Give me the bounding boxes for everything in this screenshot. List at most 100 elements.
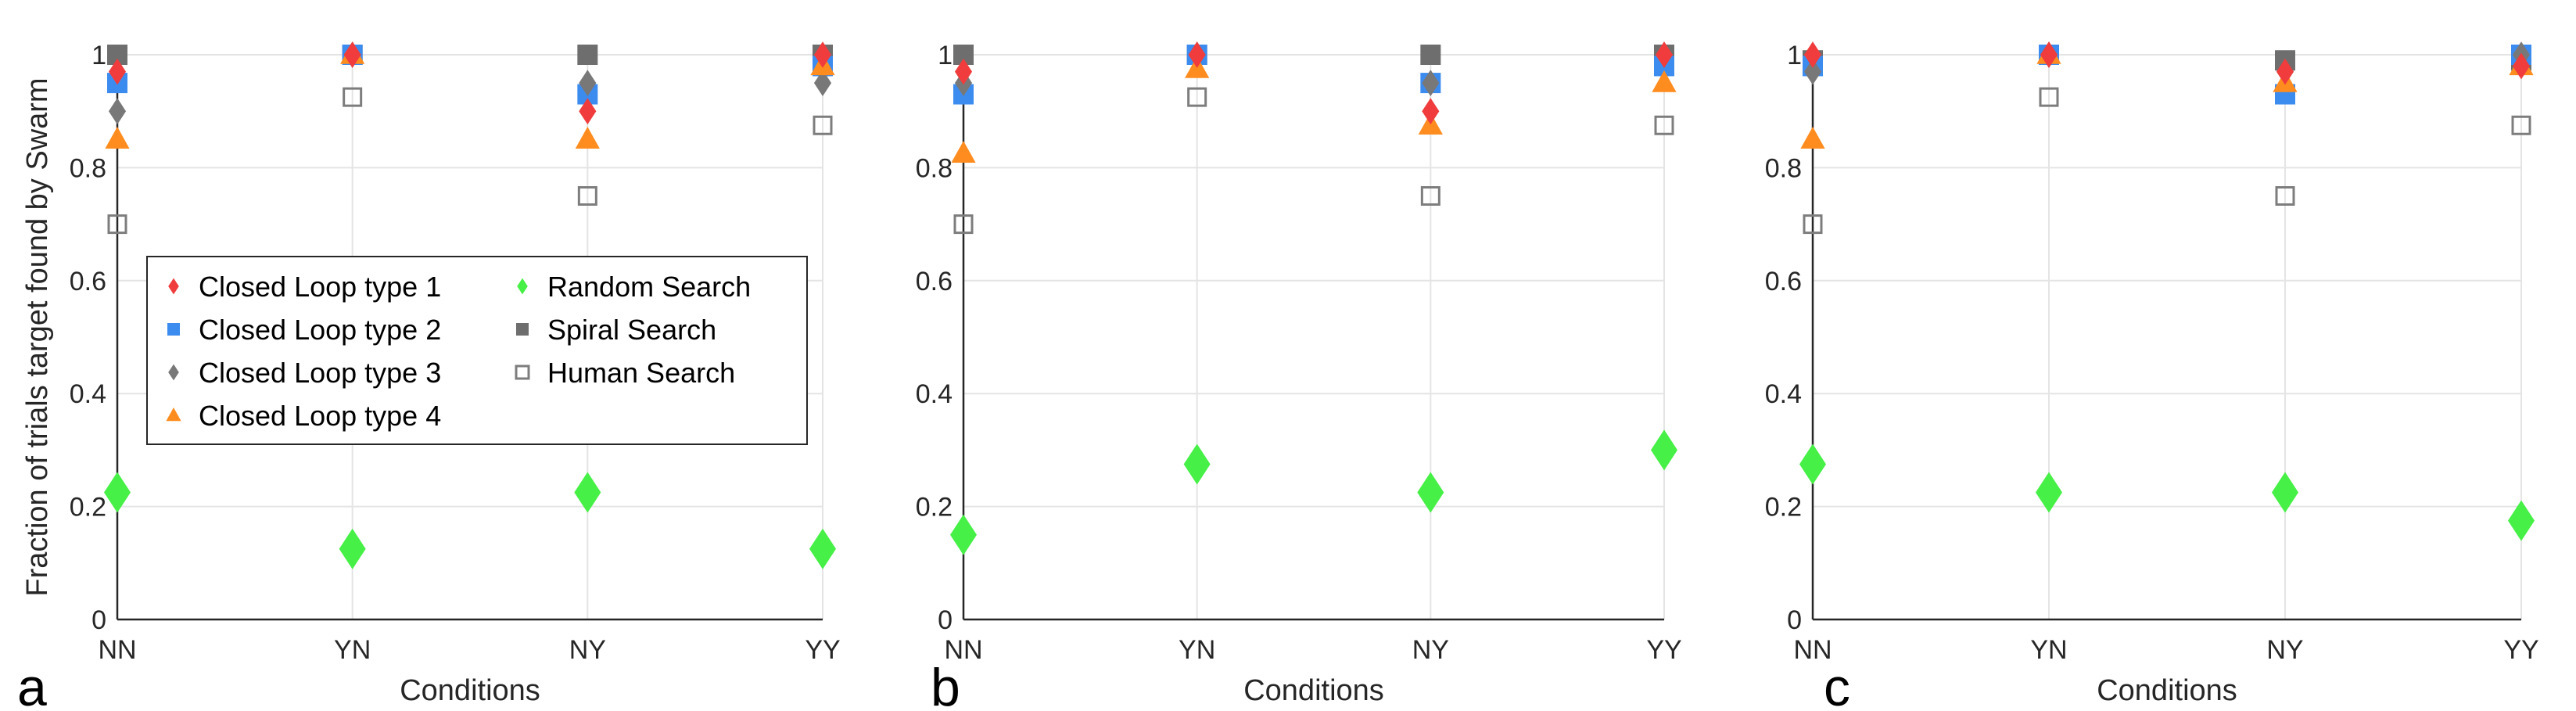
data-point-random-search [2272,472,2298,513]
legend-marker [516,323,529,336]
y-tick-label: 1 [1787,41,1802,70]
data-point-spiral-search [577,45,598,65]
data-point-closed-loop-type-3 [1803,58,1822,85]
x-tick-label: YN [2030,635,2067,665]
y-tick-label: 0 [938,605,953,635]
data-point-human-search [577,186,597,206]
data-point-closed-loop-type-4 [105,127,130,149]
data-point-closed-loop-type-4 [1800,127,1825,149]
legend: Closed Loop type 1 Closed Loop type 2 Clos… [146,256,808,445]
data-point-human-search [2039,87,2059,107]
data-point-human-search [1187,87,1207,107]
legend-marker [166,408,181,422]
data-point-random-search [1651,429,1677,471]
data-point-human-search [953,214,974,235]
x-tick-label: NY [2266,635,2303,665]
data-point-human-search [1803,214,1823,235]
y-tick-label: 0.6 [916,267,953,296]
data-point-closed-loop-type-4 [575,127,600,149]
data-point-human-search [813,115,833,135]
y-tick-label: 1 [91,41,106,70]
x-axis-label: Conditions [400,674,540,707]
x-tick-label: NY [1412,635,1449,665]
data-point-random-search [2036,472,2062,513]
y-tick-label: 0.4 [70,379,106,409]
x-tick-label: NY [569,635,606,665]
x-axis-label: Conditions [1243,674,1384,707]
x-tick-label: YY [1646,635,1681,665]
panel-letter: a [17,658,47,711]
y-tick-label: 0.4 [916,379,953,409]
data-point-human-search [107,214,127,235]
data-point-random-search [339,528,366,569]
data-point-random-search [809,528,836,569]
data-point-closed-loop-type-3 [579,70,597,96]
data-point-closed-loop-type-1 [1655,41,1674,68]
y-tick-label: 0 [1787,605,1802,635]
x-tick-label: YN [1179,635,1215,665]
y-axis-label: Fraction of trials target found by Swarm [21,77,54,596]
data-point-closed-loop-type-3 [813,70,832,96]
legend-label: Closed Loop type 4 [199,400,441,432]
data-point-closed-loop-type-1 [1188,41,1206,68]
y-tick-label: 1 [938,41,953,70]
data-point-closed-loop-type-1 [2276,58,2294,85]
legend-label: Spiral Search [547,314,716,346]
legend-label: Closed Loop type 1 [199,271,441,303]
panel-b: 0 0.2 0.4 0.6 0.8 1 NN YN NY YY Conditions b [916,41,1682,711]
y-tick-label: 0.8 [1765,153,1802,183]
y-tick-label: 0.2 [916,493,953,522]
y-tick-label: 0.6 [1765,267,1802,296]
y-tick-label: 0.8 [916,153,953,183]
x-tick-label: NN [1793,635,1832,665]
x-tick-label: YN [334,635,371,665]
legend-marker [167,323,180,336]
x-axis-label: Conditions [2097,674,2237,707]
legend-label: Random Search [547,271,751,303]
x-tick-label: NN [944,635,982,665]
data-point-random-search [1417,472,1444,513]
data-point-random-search [1183,443,1211,485]
legend-marker [168,278,179,295]
x-tick-label: YY [805,635,840,665]
data-point-human-search [2275,186,2295,206]
data-point-spiral-search [1420,45,1441,65]
data-point-random-search [574,472,601,513]
y-tick-label: 0.6 [70,267,106,296]
y-tick-label: 0 [91,605,106,635]
data-point-human-search [2511,115,2531,135]
data-point-closed-loop-type-3 [108,98,127,125]
y-tick-label: 0.2 [70,493,106,522]
data-point-closed-loop-type-1 [579,98,597,125]
data-point-random-search [2508,500,2535,541]
data-point-closed-loop-type-1 [1803,41,1822,68]
x-tick-label: NN [98,635,136,665]
data-point-human-search [1654,115,1674,135]
legend-marker [168,364,179,381]
data-point-human-search [1420,186,1440,206]
data-point-random-search [950,514,977,555]
legend-label: Closed Loop type 3 [199,357,441,389]
data-point-closed-loop-type-4 [1652,70,1677,92]
panel-letter: b [931,658,960,711]
y-tick-label: 0.4 [1765,379,1802,409]
data-point-closed-loop-type-1 [108,58,127,85]
legend-label: Closed Loop type 2 [199,314,441,346]
x-tick-label: YY [2503,635,2538,665]
y-tick-label: 0.2 [1765,493,1802,522]
data-point-closed-loop-type-1 [2040,41,2058,68]
data-point-closed-loop-type-3 [1422,70,1440,96]
data-point-human-search [343,87,363,107]
legend-box [146,256,808,445]
data-point-closed-loop-type-1 [2512,52,2531,80]
legend-marker [515,364,530,380]
data-point-closed-loop-type-4 [951,141,976,163]
data-point-closed-loop-type-1 [343,41,361,68]
data-point-closed-loop-type-1 [813,41,832,68]
data-point-random-search [104,472,131,513]
y-tick-label: 0.8 [70,153,106,183]
legend-marker [517,278,528,295]
panel-c: 0 0.2 0.4 0.6 0.8 1 NN YN NY YY Conditions c [1765,41,2539,711]
data-point-closed-loop-type-1 [954,58,973,85]
